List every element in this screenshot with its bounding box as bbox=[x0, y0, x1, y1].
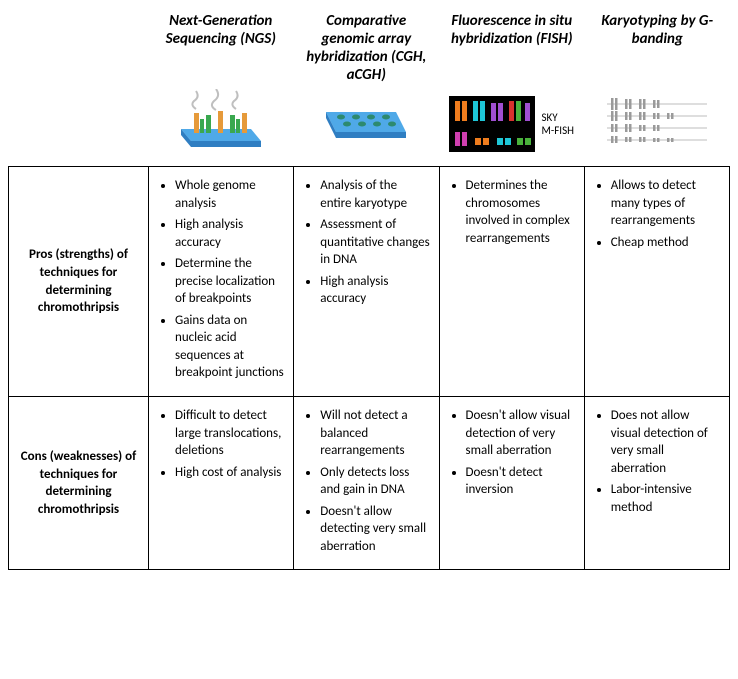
list-item: Analysis of the entire karyotype bbox=[320, 177, 430, 212]
ngs-illustration bbox=[148, 88, 294, 160]
list-item: Doesn't allow detecting very small aberr… bbox=[320, 503, 430, 556]
list-item: Only detects loss and gain in DNA bbox=[320, 464, 430, 499]
list-item: Cheap method bbox=[611, 234, 721, 252]
list-item: Assessment of quantitative changes in DN… bbox=[320, 216, 430, 269]
comparison-table: Pros (strengths) of techniques for deter… bbox=[8, 166, 730, 570]
ngs-chip-icon bbox=[166, 89, 276, 159]
table-cell: Whole genome analysis High analysis accur… bbox=[149, 167, 294, 397]
table-cell: Allows to detect many types of rearrange… bbox=[584, 167, 729, 397]
cgh-chip-icon bbox=[311, 94, 421, 154]
fish-label-mfish: M-FISH bbox=[541, 124, 574, 137]
table-cell: Does not allow visual detection of very … bbox=[584, 397, 729, 570]
list-item: High cost of analysis bbox=[175, 464, 285, 482]
fish-panel-icon bbox=[449, 96, 535, 152]
table-row: Cons (weaknesses) of techniques for dete… bbox=[9, 397, 730, 570]
list-item: High analysis accuracy bbox=[175, 216, 285, 251]
karyotype-icon bbox=[607, 96, 707, 152]
bullet-list: Whole genome analysis High analysis accur… bbox=[157, 177, 285, 382]
technique-title-karyotyping: Karyotyping by G-banding bbox=[585, 8, 731, 88]
list-item: Labor-intensive method bbox=[611, 481, 721, 516]
row-label-pros: Pros (strengths) of techniques for deter… bbox=[9, 167, 149, 397]
bullet-list: Analysis of the entire karyotype Assessme… bbox=[302, 177, 430, 308]
list-item: Gains data on nucleic acid sequences at … bbox=[175, 312, 285, 382]
table-row: Pros (strengths) of techniques for deter… bbox=[9, 167, 730, 397]
table-cell: Determines the chromosomes involved in c… bbox=[439, 167, 584, 397]
fish-label-sky: SKY bbox=[541, 111, 574, 124]
list-item: Doesn't allow visual detection of very s… bbox=[466, 407, 576, 460]
table-cell: Difficult to detect large translocations… bbox=[149, 397, 294, 570]
karyotype-illustration bbox=[585, 88, 731, 160]
table-cell: Doesn't allow visual detection of very s… bbox=[439, 397, 584, 570]
cgh-illustration bbox=[294, 88, 440, 160]
bullet-list: Allows to detect many types of rearrange… bbox=[593, 177, 721, 251]
list-item: Doesn't detect inversion bbox=[466, 464, 576, 499]
list-item: Whole genome analysis bbox=[175, 177, 285, 212]
table-cell: Analysis of the entire karyotype Assessme… bbox=[294, 167, 439, 397]
list-item: Allows to detect many types of rearrange… bbox=[611, 177, 721, 230]
bullet-list: Difficult to detect large translocations… bbox=[157, 407, 285, 481]
row-label-cons: Cons (weaknesses) of techniques for dete… bbox=[9, 397, 149, 570]
list-item: Determine the precise localization of br… bbox=[175, 255, 285, 308]
list-item: High analysis accuracy bbox=[320, 273, 430, 308]
technique-header-row: Next-Generation Sequencing (NGS) Compara… bbox=[148, 8, 730, 88]
list-item: Difficult to detect large translocations… bbox=[175, 407, 285, 460]
fish-illustration: SKY M-FISH bbox=[439, 88, 585, 160]
table-cell: Will not detect a balanced rearrangement… bbox=[294, 397, 439, 570]
bullet-list: Determines the chromosomes involved in c… bbox=[448, 177, 576, 247]
illustration-row: SKY M-FISH bbox=[148, 88, 730, 160]
bullet-list: Does not allow visual detection of very … bbox=[593, 407, 721, 516]
list-item: Does not allow visual detection of very … bbox=[611, 407, 721, 477]
technique-title-ngs: Next-Generation Sequencing (NGS) bbox=[148, 8, 294, 88]
list-item: Will not detect a balanced rearrangement… bbox=[320, 407, 430, 460]
bullet-list: Doesn't allow visual detection of very s… bbox=[448, 407, 576, 499]
bullet-list: Will not detect a balanced rearrangement… bbox=[302, 407, 430, 555]
fish-labels: SKY M-FISH bbox=[541, 111, 574, 137]
technique-title-cgh: Comparative genomic array hybridization … bbox=[294, 8, 440, 88]
technique-title-fish: Fluorescence in situ hybridization (FISH… bbox=[439, 8, 585, 88]
list-item: Determines the chromosomes involved in c… bbox=[466, 177, 576, 247]
